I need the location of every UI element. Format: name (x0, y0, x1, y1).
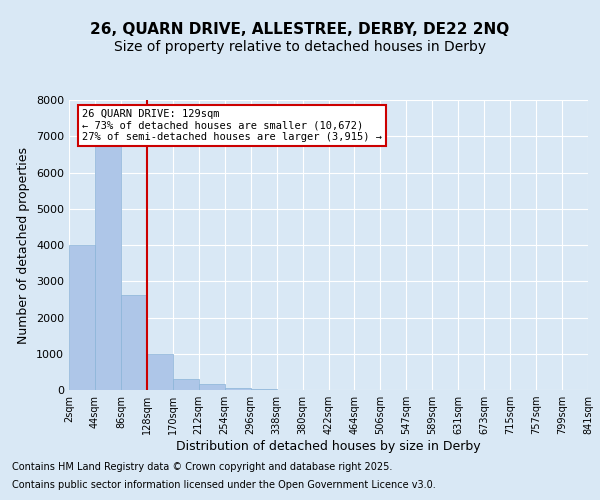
Bar (199, 384, 224, 390)
Bar (95, 116, 121, 390)
Bar (147, 354, 173, 390)
Text: Contains public sector information licensed under the Open Government Licence v3: Contains public sector information licen… (12, 480, 436, 490)
Bar (69, 245, 95, 390)
Bar (225, 388, 251, 390)
Bar (121, 295, 147, 390)
Y-axis label: Number of detached properties: Number of detached properties (17, 146, 31, 344)
Text: Contains HM Land Registry data © Crown copyright and database right 2025.: Contains HM Land Registry data © Crown c… (12, 462, 392, 472)
Text: Size of property relative to detached houses in Derby: Size of property relative to detached ho… (114, 40, 486, 54)
Bar (173, 380, 199, 390)
Text: 26, QUARN DRIVE, ALLESTREE, DERBY, DE22 2NQ: 26, QUARN DRIVE, ALLESTREE, DERBY, DE22 … (91, 22, 509, 38)
Bar (251, 389, 277, 390)
X-axis label: Distribution of detached houses by size in Derby: Distribution of detached houses by size … (176, 440, 481, 453)
Text: 26 QUARN DRIVE: 129sqm
← 73% of detached houses are smaller (10,672)
27% of semi: 26 QUARN DRIVE: 129sqm ← 73% of detached… (82, 109, 382, 142)
